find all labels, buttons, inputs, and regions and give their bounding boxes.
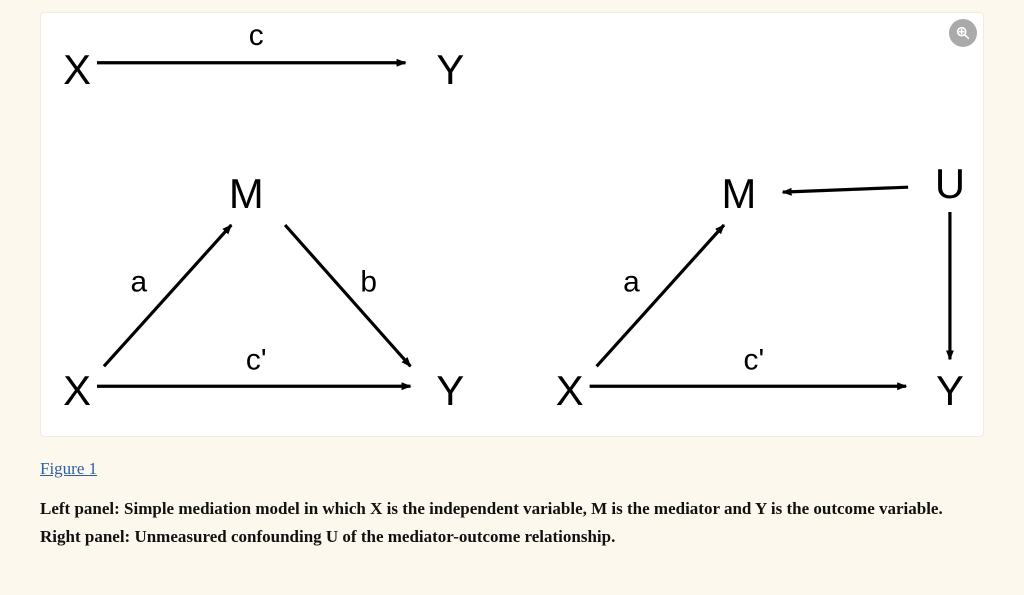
node-M_right: M: [722, 170, 757, 217]
edge-M_left-Y_bl: [285, 225, 410, 366]
edge-X_br-M_right: [597, 225, 724, 366]
node-Y_br: Y: [936, 367, 964, 414]
edge-label-c: c: [249, 19, 264, 52]
node-X_bl: X: [63, 367, 91, 414]
node-Y_top: Y: [436, 46, 464, 93]
figure-container: X Y M X Y X Y M U c a b c' a c' Figure 1 Left panel: …: [0, 0, 1024, 569]
node-X_br: X: [556, 367, 584, 414]
figure-link[interactable]: Figure 1: [40, 459, 97, 479]
edge-label-a: a: [623, 266, 640, 299]
figure-caption: Left panel: Simple mediation model in wh…: [40, 495, 984, 551]
zoom-icon[interactable]: [949, 19, 977, 47]
edge-label-a: a: [130, 266, 147, 299]
edge-label-c': c': [246, 343, 267, 376]
node-X_top: X: [63, 46, 91, 93]
diagram-panel: X Y M X Y X Y M U c a b c' a c': [40, 12, 984, 437]
edge-U-M_right: [783, 187, 908, 192]
edge-label-c': c': [744, 343, 765, 376]
node-Y_bl: Y: [436, 367, 464, 414]
mediation-diagram: X Y M X Y X Y M U c a b c' a c': [41, 13, 983, 436]
edge-X_bl-M_left: [104, 225, 231, 366]
node-M_left: M: [229, 170, 264, 217]
edge-label-b: b: [360, 266, 377, 299]
node-U: U: [935, 160, 965, 207]
